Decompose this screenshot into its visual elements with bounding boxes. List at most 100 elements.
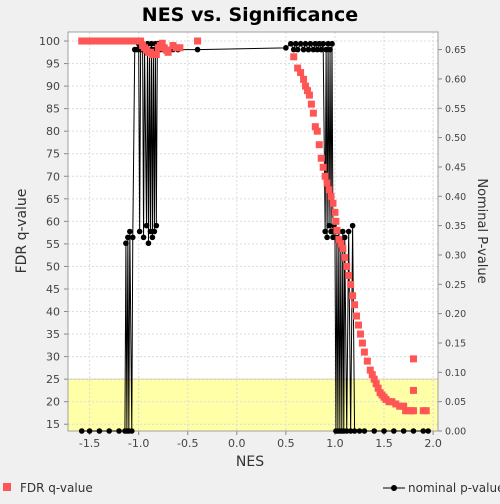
nominal-pvalue-point [128,428,135,434]
fdr-qvalue-point [317,154,325,162]
fdr-qvalue-point [194,37,202,45]
fdr-qvalue-point [321,172,329,180]
nominal-pvalue-point [361,428,368,434]
fdr-qvalue-point [309,109,317,117]
nominal-pvalue-point [318,46,325,53]
fdr-qvalue-point [409,407,417,415]
y-right-tick-label: 0.00 [445,427,466,438]
nominal-pvalue-point [329,40,335,47]
fdr-qvalue-point [327,193,335,201]
fdr-qvalue-point [319,163,327,171]
fdr-qvalue-point [355,321,363,329]
fdr-qvalue-point [172,44,180,52]
fdr-qvalue-point [137,37,145,45]
fdr-qvalue-point [409,386,417,394]
fdr-qvalue-point [325,186,333,194]
fdr-qvalue-point [368,371,376,379]
fdr-qvalue-point [158,39,166,47]
nominal-pvalue-point [287,40,294,47]
fdr-qvalue-point [305,91,313,99]
y-right-tick-label: 0.60 [445,74,466,85]
fdr-qvalue-point [303,87,311,95]
nominal-pvalue-point [349,222,356,229]
nominal-pvalue-point [345,228,352,235]
y-left-tick-label: 50 [46,260,60,273]
fdr-qvalue-point [363,357,371,365]
nominal-pvalue-point [127,228,133,235]
y-left-tick-label: 85 [46,103,60,116]
y-right-tick-label: 0.65 [445,45,466,56]
fdr-qvalue-point [388,398,396,406]
plot-area [68,32,438,431]
nominal-pvalue-point [371,428,378,434]
y-left-tick-label: 45 [46,283,60,296]
fdr-qvalue-point [358,339,366,347]
y-left-tick-label: 35 [46,328,60,341]
fdr-qvalue-point [341,253,349,261]
fdr-qvalue-point [400,402,408,410]
y-left-tick-label: 15 [46,418,60,431]
y-left-tick-label: 100 [39,35,60,48]
fdr-qvalue-point [345,271,353,279]
fdr-qvalue-point [396,402,404,410]
nominal-pvalue-point [194,46,201,53]
nominal-pvalue-point [340,228,346,235]
legend-nominal-marker [391,485,397,491]
nominal-pvalue-point [136,228,143,235]
nominal-pvalue-point [125,234,131,241]
y-left-tick-label: 65 [46,193,60,206]
nominal-pvalue-point [294,46,301,53]
nominal-pvalue-point [328,228,334,235]
nominal-pvalue-point [381,428,387,434]
nominal-pvalue-point [283,45,289,51]
fdr-qvalue-point [332,217,340,225]
y-right-tick-label: 0.25 [445,280,466,291]
nominal-pvalue-point [343,428,350,434]
y-axis-right-label: Nominal P-value [474,178,489,283]
x-tick-label: -0.5 [177,437,198,450]
nominal-pvalue-point [292,40,299,47]
x-tick-label: -1.5 [79,437,100,450]
y-left-tick-label: 95 [46,58,60,71]
nominal-pvalue-point [400,428,407,434]
nominal-pvalue-point [326,222,332,229]
fdr-qvalue-point [323,179,331,187]
y-right-tick-label: 0.30 [445,250,466,261]
nominal-pvalue-point [143,222,150,229]
nominal-pvalue-point [323,46,329,53]
x-tick-label: 1.5 [375,437,393,450]
nominal-pvalue-point [297,40,304,47]
y-right-tick-label: 0.05 [445,397,466,408]
nominal-pvalue-point [140,234,147,241]
fdr-qvalue-point [307,100,315,108]
fdr-qvalue-point [302,82,310,90]
nominal-pvalue-point [351,428,358,434]
x-tick-label: -1.0 [128,437,149,450]
nominal-pvalue-point [78,428,85,434]
y-left-tick-label: 40 [46,306,60,319]
chart-title: NES vs. Significance [142,4,358,26]
nominal-pvalue-point [96,428,103,434]
fdr-qvalue-point [370,375,378,383]
fdr-qvalue-point [335,235,343,243]
fdr-qvalue-point [351,301,359,309]
nominal-pvalue-point [310,46,317,53]
x-tick-label: 0.5 [277,437,295,450]
y-left-tick-label: 60 [46,215,60,228]
y-right-tick-label: 0.10 [445,368,466,379]
nominal-pvalue-point [106,428,113,434]
nominal-pvalue-point [305,46,312,53]
nominal-pvalue-point [324,234,330,241]
fdr-qvalue-point [392,400,400,408]
nominal-pvalue-point [325,40,331,47]
fdr-qvalue-point [329,199,337,207]
x-tick-label: 1.0 [326,437,344,450]
nominal-pvalue-point [425,428,431,434]
fdr-qvalue-point [300,75,308,83]
y-right-tick-label: 0.45 [445,162,466,173]
y-right-tick-label: 0.35 [445,221,466,232]
legend-fdr-label: FDR q-value [20,481,93,495]
fdr-qvalue-point [353,312,361,320]
